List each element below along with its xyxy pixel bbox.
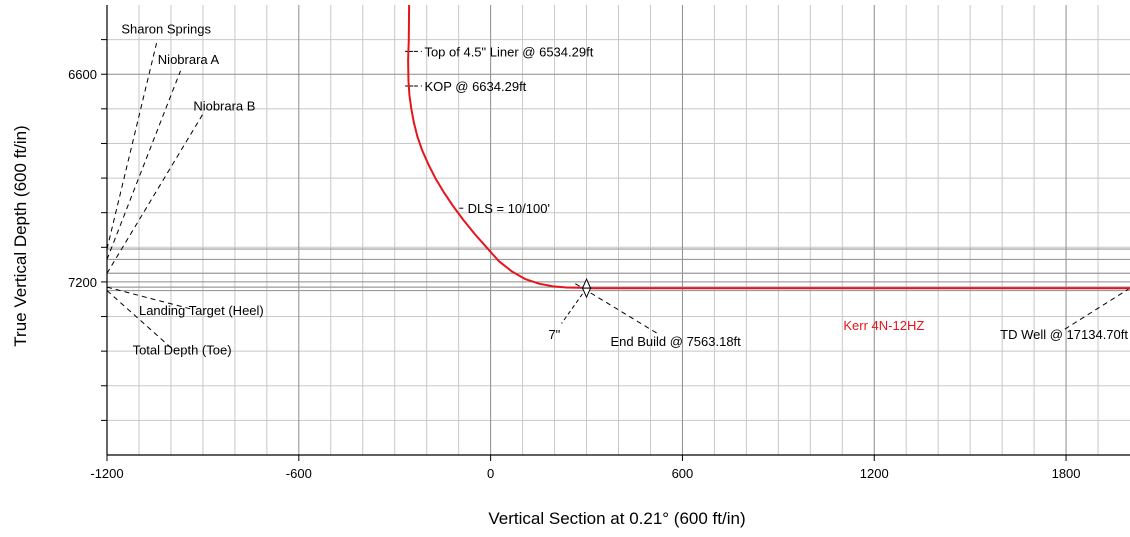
casing-shoe-marker <box>581 287 592 299</box>
x-tick-label: 0 <box>487 466 494 481</box>
labels: Sharon Springs Niobrara A Niobrara B Landin… <box>121 22 1128 358</box>
end-build-leader-line <box>575 283 658 334</box>
x-tick-label: 1200 <box>860 466 889 481</box>
kop-label: KOP @ 6634.29ft <box>424 79 526 94</box>
axis-ticks: -1200 -600 0 600 1200 1800 6600 7200 <box>68 39 1081 481</box>
y-tick-label: 6600 <box>68 67 97 82</box>
formation-leader-line <box>106 113 204 274</box>
x-tick-label: 1800 <box>1052 466 1081 481</box>
x-tick-label: 600 <box>672 466 694 481</box>
plot-frame <box>106 5 1130 456</box>
well-path-line <box>407 4 1130 290</box>
series <box>407 4 1130 299</box>
formation-label: Sharon Springs <box>121 22 211 37</box>
formation-label: Niobrara B <box>193 99 255 114</box>
x-tick-label: -1200 <box>90 466 123 481</box>
formation-label: Total Depth (Toe) <box>133 343 232 358</box>
y-axis-title: True Vertical Depth (600 ft/in) <box>11 125 30 346</box>
well-name-label: Kerr 4N-12HZ <box>843 318 924 333</box>
y-tick-label: 7200 <box>68 275 97 290</box>
end-build-label: End Build @ 7563.18ft <box>611 334 742 349</box>
td-leader-line <box>1062 287 1130 331</box>
dls-label: DLS = 10/100' <box>468 201 550 216</box>
liner-label: Top of 4.5" Liner @ 6534.29ft <box>424 44 593 59</box>
formation-lines <box>107 248 1130 292</box>
shoe-label: 7" <box>548 327 560 342</box>
formation-leader-line <box>106 286 194 311</box>
shoe-leader-line <box>561 287 587 324</box>
leader-lines <box>106 42 1130 349</box>
formation-label: Landing Target (Heel) <box>139 303 264 318</box>
x-tick-label: -600 <box>286 466 312 481</box>
grid <box>107 5 1130 455</box>
x-axis-title: Vertical Section at 0.21° (600 ft/in) <box>488 509 745 528</box>
td-label: TD Well @ 17134.70ft <box>1000 327 1128 342</box>
formation-label: Niobrara A <box>158 52 220 67</box>
formation-leader-line <box>106 70 181 260</box>
